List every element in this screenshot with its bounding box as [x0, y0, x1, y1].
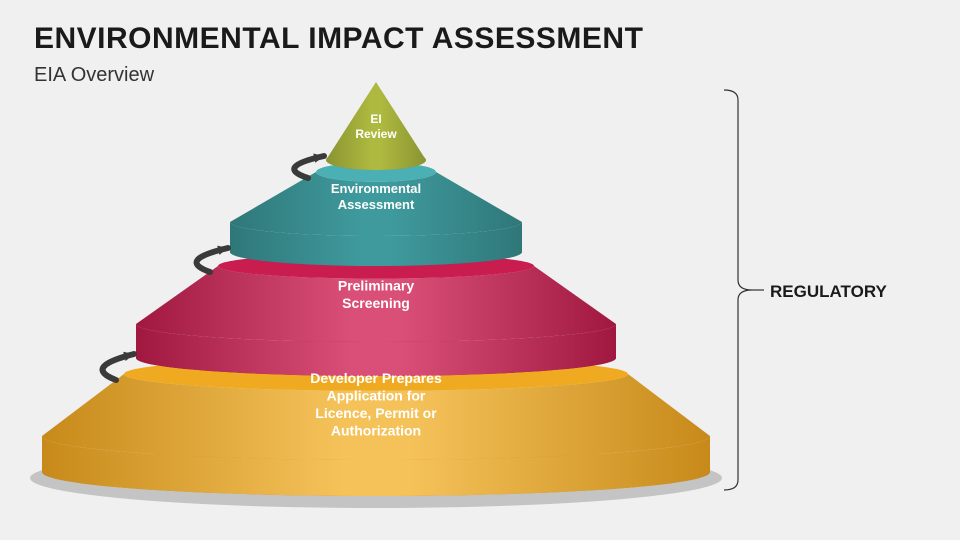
bracket-label: REGULATORY [770, 282, 887, 302]
pyramid-diagram: EIReviewEnvironmentalAssessmentPrelimina… [0, 0, 960, 540]
pyramid-level-label: PreliminaryScreening [338, 277, 414, 311]
pyramid-level-label: EnvironmentalAssessment [331, 181, 421, 212]
